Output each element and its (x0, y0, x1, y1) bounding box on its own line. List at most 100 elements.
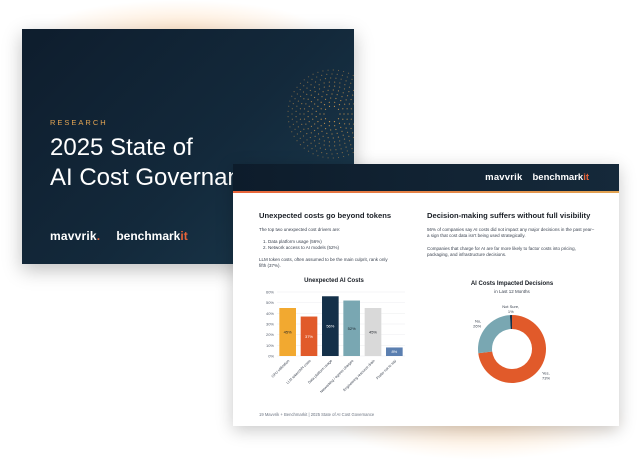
pattern-dot (317, 155, 319, 157)
pattern-dot (332, 89, 334, 91)
pattern-dot (328, 81, 330, 83)
pattern-dot (314, 91, 316, 93)
pattern-dot (324, 128, 327, 130)
pattern-dot (335, 77, 337, 79)
pattern-dot (306, 133, 308, 135)
pattern-dot (310, 142, 312, 144)
pattern-dot (344, 84, 346, 86)
pattern-dot (299, 82, 302, 84)
pattern-dot (328, 145, 330, 147)
pattern-dot (312, 153, 314, 155)
pattern-dot (350, 98, 352, 101)
pattern-dot (337, 156, 340, 159)
pattern-dot (340, 148, 342, 150)
pattern-dot (330, 129, 332, 131)
pattern-dot (332, 157, 334, 159)
left-note: LLM token costs, often assumed to be the… (259, 257, 388, 268)
pattern-dot (303, 79, 305, 81)
left-section-heading: Unexpected costs go beyond tokens (259, 211, 392, 220)
pattern-dot (320, 118, 322, 120)
pattern-dot (345, 146, 347, 148)
pattern-dot (351, 148, 353, 150)
pattern-dot (312, 118, 314, 120)
pattern-dot (316, 76, 318, 78)
pattern-dot (342, 70, 345, 73)
pattern-dot (353, 103, 354, 105)
pattern-dot (346, 131, 349, 133)
pattern-dot (352, 74, 354, 77)
bar (343, 300, 360, 356)
pattern-dot (301, 103, 303, 105)
pattern-dot (334, 145, 336, 147)
pattern-dot (292, 103, 294, 105)
pattern-dot (299, 108, 302, 110)
bar-value-label: 56% (326, 324, 334, 329)
pattern-dot (287, 110, 289, 112)
pattern-dot (317, 93, 320, 95)
pattern-dot (299, 89, 301, 91)
pattern-dot (341, 74, 343, 76)
pattern-dot (342, 155, 345, 158)
pattern-dot (317, 127, 319, 129)
y-tick-label: 50% (266, 300, 274, 305)
pattern-dot (339, 86, 341, 88)
cover-label: RESEARCH (50, 118, 108, 127)
pattern-dot (323, 82, 325, 84)
pattern-dot (296, 140, 298, 142)
mavvrik-logo: mavvrik. (50, 229, 101, 243)
pattern-dot (328, 101, 330, 103)
pattern-dot (293, 91, 295, 93)
bar-value-label: 37% (305, 334, 313, 339)
pattern-dot (339, 140, 341, 142)
y-tick-label: 60% (266, 290, 274, 295)
pattern-dot (346, 150, 348, 152)
pattern-dot (337, 136, 340, 138)
pattern-dot (346, 108, 348, 110)
pattern-dot (322, 135, 324, 137)
pattern-dot (326, 94, 328, 96)
pattern-dot (301, 123, 303, 125)
pattern-dot (335, 97, 337, 100)
pattern-dot (306, 87, 308, 89)
pattern-dot (336, 94, 338, 96)
report-page: mavvrik benchmarkit Unexpected costs go … (233, 164, 619, 426)
bar-value-label: 45% (284, 330, 292, 335)
page-header: mavvrik benchmarkit (233, 164, 619, 191)
pattern-dot (352, 151, 354, 154)
pattern-dot (342, 108, 344, 110)
pattern-dot (317, 105, 319, 107)
pattern-dot (342, 118, 344, 120)
pattern-dot (337, 90, 340, 92)
pattern-dot (299, 118, 302, 120)
category-label: GPU utilization (271, 359, 291, 379)
pattern-dot (295, 116, 297, 118)
pattern-dot (339, 82, 341, 84)
pattern-dot (315, 110, 317, 112)
donut-slice (478, 315, 546, 383)
pattern-dot (291, 95, 293, 97)
pattern-dot (311, 148, 313, 150)
pattern-dot (319, 113, 321, 115)
pattern-dot (336, 73, 338, 75)
y-tick-label: 0% (268, 354, 274, 359)
pattern-dot (347, 154, 350, 156)
pattern-dot (351, 113, 353, 115)
pattern-dot (348, 86, 351, 88)
pattern-dot (320, 101, 322, 103)
bar (300, 316, 318, 356)
cover-logos: mavvrik. benchmarkit (50, 229, 188, 243)
pattern-dot (303, 118, 306, 120)
pattern-dot (318, 138, 321, 140)
pattern-dot (346, 76, 348, 78)
pattern-dot (350, 144, 352, 146)
left-intro: The top two unexpected cost drivers are: (259, 227, 341, 232)
pattern-dot (341, 130, 343, 132)
pattern-dot (350, 82, 352, 84)
right-paragraph-2: Companies that charge for AI are far mor… (427, 246, 576, 257)
bar-chart: 0% 10% 20% 30% 40% 50% 60% 45% GPU utilization 37… (266, 290, 405, 394)
pattern-dot (299, 113, 301, 115)
pattern-dot (310, 84, 312, 86)
pattern-dot (328, 121, 331, 123)
pattern-dot (311, 113, 313, 115)
pattern-dot (318, 84, 320, 86)
